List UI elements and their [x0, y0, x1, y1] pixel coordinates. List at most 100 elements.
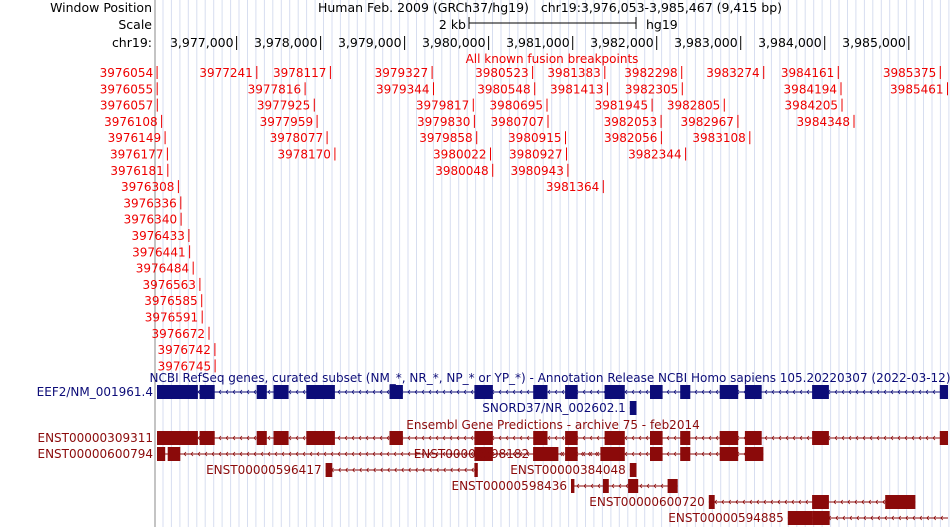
fusion-breakpoint-label[interactable]: 3979858 — [419, 131, 472, 145]
fusion-breakpoint-label[interactable]: 3976433 — [131, 229, 184, 243]
gene-exon[interactable] — [719, 447, 739, 461]
fusion-breakpoint-label[interactable]: 3982805 — [667, 99, 720, 113]
gene-exon[interactable] — [157, 431, 198, 445]
fusion-breakpoint-label[interactable]: 3976484 — [136, 262, 189, 276]
fusion-breakpoint-label[interactable]: 3982056 — [604, 131, 657, 145]
fusion-breakpoint-label[interactable]: 3976336 — [123, 196, 176, 210]
gene-exon[interactable] — [571, 479, 575, 493]
gene-exon[interactable] — [474, 463, 478, 477]
fusion-breakpoint-label[interactable]: 3984194 — [784, 82, 837, 96]
gene-label[interactable]: ENST00000600720 — [589, 495, 705, 509]
fusion-breakpoint-label[interactable]: 3983108 — [692, 131, 745, 145]
gene-label[interactable]: ENST00000309311 — [38, 431, 154, 445]
gene-exon[interactable] — [812, 495, 829, 509]
gene-exon[interactable] — [812, 385, 829, 399]
gene-exon[interactable] — [273, 431, 289, 445]
gene-exon[interactable] — [533, 431, 548, 445]
gene-exon[interactable] — [199, 431, 215, 445]
gene-label[interactable]: ENST00000600794 — [38, 447, 154, 461]
fusion-track-title[interactable]: All known fusion breakpoints — [466, 52, 639, 66]
fusion-breakpoint-label[interactable]: 3976340 — [124, 213, 177, 227]
fusion-breakpoint-label[interactable]: 3980915 — [508, 131, 561, 145]
fusion-breakpoint-label[interactable]: 3982967 — [680, 115, 733, 129]
gene-exon[interactable] — [602, 479, 609, 493]
gene-exon[interactable] — [604, 385, 625, 399]
gene-exon[interactable] — [256, 385, 267, 399]
fusion-breakpoint-label[interactable]: 3981383 — [547, 66, 600, 80]
fusion-breakpoint-label[interactable]: 3976054 — [100, 66, 153, 80]
fusion-breakpoint-label[interactable]: 3977816 — [248, 82, 301, 96]
gene-label[interactable]: ENST00000596417 — [206, 463, 322, 477]
gene-exon[interactable] — [600, 447, 620, 461]
fusion-breakpoint-label[interactable]: 3982298 — [624, 66, 677, 80]
fusion-breakpoint-label[interactable]: 3981364 — [546, 180, 599, 194]
fusion-breakpoint-label[interactable]: 3977925 — [257, 99, 310, 113]
fusion-breakpoint-label[interactable]: 3979327 — [375, 66, 428, 80]
gene-exon[interactable] — [719, 385, 739, 399]
gene-exon[interactable] — [744, 385, 762, 399]
fusion-breakpoint-label[interactable]: 3979344 — [376, 82, 429, 96]
position-readout[interactable]: Human Feb. 2009 (GRCh37/hg19) chr19:3,97… — [318, 0, 782, 15]
fusion-breakpoint-label[interactable]: 3980548 — [477, 82, 530, 96]
gene-label[interactable]: ENST00000598436 — [452, 479, 568, 493]
gene-exon[interactable] — [650, 447, 663, 461]
fusion-breakpoint-label[interactable]: 3981413 — [550, 82, 603, 96]
gene-exon[interactable] — [565, 385, 578, 399]
fusion-breakpoint-label[interactable]: 3976441 — [132, 245, 185, 259]
fusion-breakpoint-label[interactable]: 3976308 — [121, 180, 174, 194]
fusion-breakpoint-label[interactable]: 3976745 — [158, 359, 211, 373]
gene-exon[interactable] — [565, 431, 578, 445]
fusion-breakpoint-label[interactable]: 3980927 — [509, 148, 562, 162]
fusion-breakpoint-label[interactable]: 3976742 — [157, 343, 210, 357]
base-position-ruler[interactable]: 3,977,000 3,978,000 3,979,000 3,980,000 3,98… — [170, 35, 910, 50]
fusion-breakpoint-label[interactable]: 3978170 — [277, 148, 330, 162]
fusion-breakpoint-label[interactable]: 3976149 — [108, 131, 161, 145]
fusion-breakpoint-label[interactable]: 3976563 — [142, 278, 195, 292]
fusion-breakpoint-label[interactable]: 3976108 — [104, 115, 157, 129]
fusion-breakpoint-label[interactable]: 3978117 — [273, 66, 326, 80]
gene-exon[interactable] — [389, 385, 403, 399]
gene-exon[interactable] — [629, 463, 637, 477]
gene-exon[interactable] — [256, 431, 267, 445]
gene-label[interactable]: EEF2/NM_001961.4 — [37, 385, 153, 399]
fusion-breakpoint-label[interactable]: 3982305 — [625, 82, 678, 96]
gene-exon[interactable] — [650, 431, 663, 445]
gene-exon[interactable] — [680, 385, 691, 399]
gene-label[interactable]: ENST00000384048 — [510, 463, 626, 477]
gene-exon[interactable] — [629, 401, 637, 415]
fusion-breakpoint-label[interactable]: 3976591 — [145, 311, 198, 325]
ensembl-genes-track[interactable]: ENST00000309311 ENST00000600794 ENST000005… — [38, 431, 949, 525]
gene-exon[interactable] — [885, 495, 916, 509]
fusion-breakpoint-label[interactable]: 3979817 — [416, 99, 469, 113]
gene-exon[interactable] — [708, 495, 715, 509]
gene-exon[interactable] — [744, 447, 764, 461]
fusion-breakpoint-label[interactable]: 3980943 — [510, 164, 563, 178]
gene-exon[interactable] — [157, 447, 166, 461]
gene-exon[interactable] — [199, 385, 215, 399]
fusion-breakpoint-label[interactable]: 3985461 — [890, 82, 943, 96]
gene-exon[interactable] — [628, 479, 639, 493]
gene-exon[interactable] — [787, 511, 813, 525]
fusion-breakpoint-label[interactable]: 3977959 — [260, 115, 313, 129]
gene-exon[interactable] — [667, 479, 678, 493]
refseq-genes-track[interactable]: EEF2/NM_001961.4 SNORD37/NR_002602.1 — [37, 385, 948, 415]
fusion-breakpoint-label[interactable]: 3980048 — [435, 164, 488, 178]
fusion-breakpoint-label[interactable]: 3978077 — [270, 131, 323, 145]
fusion-breakpoint-label[interactable]: 3976055 — [100, 82, 153, 96]
gene-exon[interactable] — [680, 447, 691, 461]
gene-exon[interactable] — [812, 511, 830, 525]
gene-exon[interactable] — [157, 385, 198, 399]
gene-exon[interactable] — [306, 385, 335, 399]
gene-exon[interactable] — [306, 431, 335, 445]
fusion-breakpoint-label[interactable]: 3984161 — [781, 66, 834, 80]
fusion-breakpoints-track[interactable]: 3976054 3977241 3978117 3979327 3980523 39813… — [100, 66, 948, 373]
fusion-breakpoint-label[interactable]: 3976057 — [100, 99, 153, 113]
gene-exon[interactable] — [389, 431, 403, 445]
gene-label[interactable]: ENST00000598182 — [414, 447, 530, 461]
gene-exon[interactable] — [533, 447, 559, 461]
fusion-breakpoint-label[interactable]: 3984348 — [797, 115, 850, 129]
fusion-breakpoint-label[interactable]: 3983274 — [706, 66, 759, 80]
fusion-breakpoint-label[interactable]: 3980523 — [475, 66, 528, 80]
fusion-breakpoint-label[interactable]: 3976672 — [152, 327, 205, 341]
